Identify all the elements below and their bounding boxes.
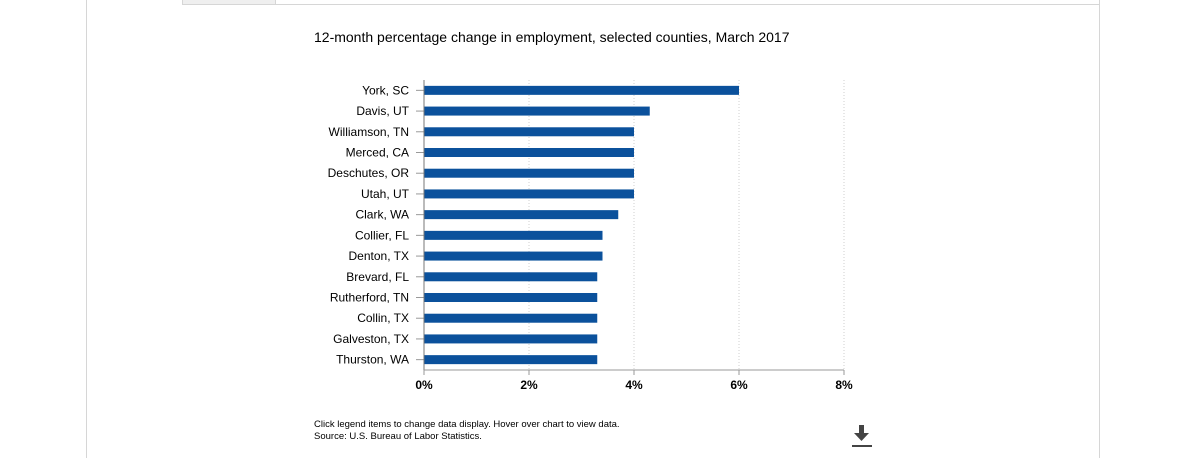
category-label: Utah, UT <box>361 187 410 201</box>
bar[interactable] <box>424 106 650 116</box>
category-label: Thurston, WA <box>336 353 409 367</box>
bar[interactable] <box>424 272 598 282</box>
x-tick-label: 6% <box>730 378 748 392</box>
x-tick-label: 0% <box>415 378 433 392</box>
note-source: Source: U.S. Bureau of Labor Statistics. <box>314 431 482 442</box>
bar[interactable] <box>424 313 598 323</box>
category-label: Galveston, TX <box>333 332 409 346</box>
category-labels: York, SC Davis, UT Williamson, TN Merced, C… <box>328 83 410 366</box>
bar[interactable] <box>424 355 598 365</box>
tab-stub[interactable] <box>182 0 276 5</box>
page-frame <box>86 0 1100 458</box>
category-label: Rutherford, TN <box>330 291 409 305</box>
bar[interactable] <box>424 85 739 95</box>
x-tick-label: 8% <box>835 378 853 392</box>
category-label: Clark, WA <box>355 208 409 222</box>
category-label: Denton, TX <box>349 249 409 263</box>
category-label: Davis, UT <box>356 104 409 118</box>
category-label: Brevard, FL <box>346 270 409 284</box>
category-label: York, SC <box>362 83 409 97</box>
gridlines <box>528 80 845 370</box>
bar[interactable] <box>424 127 634 137</box>
bars <box>424 85 739 365</box>
bar[interactable] <box>424 210 619 220</box>
chart-title: 12-month percentage change in employment… <box>314 29 790 45</box>
category-label: Collier, FL <box>355 228 409 242</box>
bar[interactable] <box>424 230 603 240</box>
bar[interactable] <box>424 293 598 302</box>
category-label: Deschutes, OR <box>328 166 410 180</box>
x-tick-label: 4% <box>625 378 643 392</box>
download-icon <box>852 425 872 447</box>
bar[interactable] <box>424 334 598 344</box>
bar[interactable] <box>424 168 634 178</box>
bar[interactable] <box>424 189 634 199</box>
axes <box>416 80 845 375</box>
note-instructions: Click legend items to change data displa… <box>314 419 620 430</box>
x-tick-labels: 0% 2% 4% 6% 8% <box>415 378 853 392</box>
bar[interactable] <box>424 148 634 157</box>
chart-notes: Click legend items to change data displa… <box>314 419 620 443</box>
bar[interactable] <box>424 251 603 261</box>
panel-border <box>276 4 1100 5</box>
category-label: Collin, TX <box>357 311 409 325</box>
category-label: Williamson, TN <box>329 125 409 139</box>
download-button[interactable] <box>850 423 874 449</box>
category-label: Merced, CA <box>346 146 409 160</box>
x-tick-label: 2% <box>520 378 538 392</box>
